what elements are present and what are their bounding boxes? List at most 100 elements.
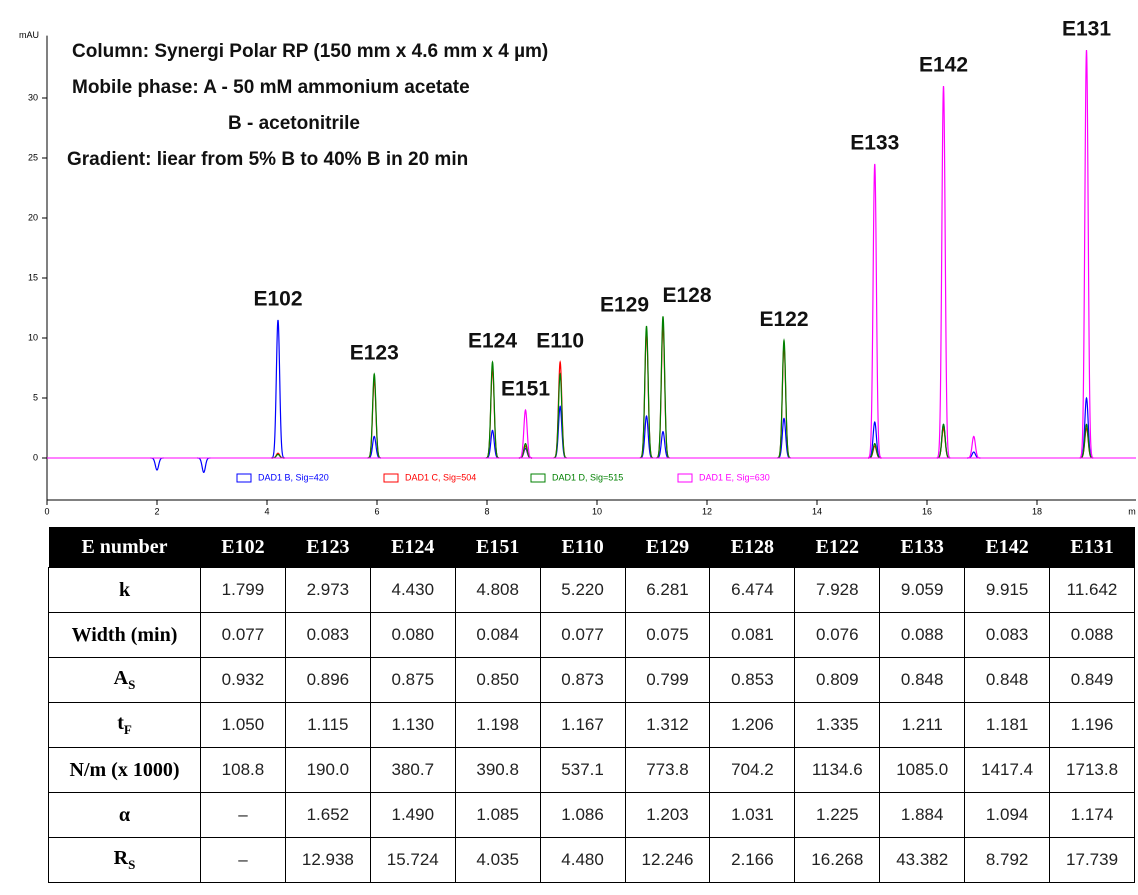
table-cell: 1.031 bbox=[709, 792, 796, 838]
table-cell: 4.808 bbox=[454, 567, 541, 613]
table-cell: 7.928 bbox=[794, 567, 881, 613]
table-cell: 9.059 bbox=[879, 567, 966, 613]
table-cell: 2.973 bbox=[284, 567, 371, 613]
legend-label: DAD1 C, Sig=504 bbox=[405, 472, 476, 482]
table-cell: 0.081 bbox=[709, 612, 796, 658]
peak-label: E122 bbox=[759, 308, 808, 331]
peak bbox=[967, 435, 981, 459]
table-cell: 108.8 bbox=[200, 747, 286, 793]
peak bbox=[553, 405, 567, 459]
header-cell: E102 bbox=[200, 527, 286, 568]
table-cell: 17.739 bbox=[1049, 837, 1135, 883]
header-cell: E133 bbox=[879, 527, 965, 568]
x-tick-label: 12 bbox=[702, 506, 712, 516]
table-cell: 0.853 bbox=[709, 657, 796, 703]
peak bbox=[150, 457, 164, 471]
peak-label: E133 bbox=[850, 132, 899, 155]
row-label-text: t bbox=[117, 712, 124, 734]
table-cell: 0.849 bbox=[1049, 657, 1135, 703]
table-cell: 2.166 bbox=[709, 837, 796, 883]
table-cell: 11.642 bbox=[1049, 567, 1135, 613]
results-table: E number E102 E123 E124 E151 E110 E129 E128 E122… bbox=[48, 527, 1135, 883]
peak bbox=[485, 366, 500, 459]
table-cell: 1.884 bbox=[879, 792, 966, 838]
y-tick-label: 15 bbox=[28, 272, 38, 282]
peak bbox=[367, 378, 381, 459]
table-cell: 1.652 bbox=[284, 792, 371, 838]
y-tick-label: 25 bbox=[28, 152, 38, 162]
table-row: AS 0.932 0.896 0.875 0.850 0.873 0.799 0.853 0.8… bbox=[48, 657, 1135, 703]
table-cell: 43.382 bbox=[879, 837, 966, 883]
table-cell: 773.8 bbox=[624, 747, 711, 793]
table-cell: 4.480 bbox=[539, 837, 626, 883]
header-row: E number E102 E123 E124 E151 E110 E129 E128 E122… bbox=[48, 527, 1135, 568]
peak bbox=[553, 372, 567, 459]
table-cell: 0.873 bbox=[539, 657, 626, 703]
note: Column: Synergi Polar RP (150 mm x 4.6 m… bbox=[72, 41, 548, 62]
x-tick-label: 14 bbox=[812, 506, 822, 516]
row-label: AS bbox=[48, 657, 201, 703]
table-cell: 1085.0 bbox=[879, 747, 966, 793]
peak bbox=[518, 408, 533, 459]
note: Gradient: liear from 5% B to 40% B in 20… bbox=[67, 149, 468, 170]
peak-label: E110 bbox=[536, 330, 584, 353]
table-cell: 0.799 bbox=[624, 657, 711, 703]
table-cell: 1.174 bbox=[1049, 792, 1135, 838]
x-tick-label: 10 bbox=[592, 506, 602, 516]
peak bbox=[1079, 49, 1094, 459]
table-cell: 0.809 bbox=[794, 657, 881, 703]
table-cell: 0.080 bbox=[369, 612, 456, 658]
header-cell: E123 bbox=[285, 527, 371, 568]
row-label-sub: S bbox=[128, 677, 136, 692]
table-cell: 6.281 bbox=[624, 567, 711, 613]
row-label: Width (min) bbox=[48, 612, 201, 658]
table-cell: 537.1 bbox=[539, 747, 626, 793]
table-cell: 0.083 bbox=[964, 612, 1051, 658]
peak bbox=[197, 457, 211, 474]
x-tick-label: 0 bbox=[44, 506, 49, 516]
y-tick-label: 30 bbox=[28, 92, 38, 102]
row-label-text: A bbox=[113, 667, 129, 689]
y-tick-label: 20 bbox=[28, 212, 38, 222]
peak bbox=[867, 163, 882, 459]
table-cell: 4.430 bbox=[369, 567, 456, 613]
header-cell: E131 bbox=[1049, 527, 1135, 568]
peak bbox=[777, 338, 791, 459]
table-cell: 8.792 bbox=[964, 837, 1051, 883]
table-cell: 12.246 bbox=[624, 837, 711, 883]
header-cell: E142 bbox=[964, 527, 1050, 568]
table-cell: 1134.6 bbox=[794, 747, 881, 793]
table-row: α –1.652 1.490 1.085 1.086 1.203 1.031 1.225 1.8… bbox=[48, 792, 1135, 838]
table-cell: 0.075 bbox=[624, 612, 711, 658]
table-cell: 1.181 bbox=[964, 702, 1051, 748]
table-cell: 4.035 bbox=[454, 837, 541, 883]
table-cell: 704.2 bbox=[709, 747, 796, 793]
peak bbox=[777, 344, 791, 459]
table-row: N/m (x 1000) 108.8 190.0 380.7 390.8 537.1 773… bbox=[48, 747, 1135, 793]
x-tick-label: 18 bbox=[1032, 506, 1042, 516]
chart: mAU 0 5 10 15 20 25 30 0 2 4 6 8 10 12 14 16 18 m Column: S… bbox=[19, 18, 1136, 516]
header-cell: E number bbox=[48, 527, 201, 568]
peak-label: E142 bbox=[919, 54, 968, 77]
legend-swatch bbox=[236, 473, 252, 483]
legend-swatch bbox=[383, 473, 399, 483]
x-tick-label: 4 bbox=[264, 506, 269, 516]
legend-label: DAD1 B, Sig=420 bbox=[258, 472, 329, 482]
row-label: α bbox=[48, 792, 201, 838]
row-label-text: α bbox=[118, 803, 131, 826]
row-label-text: R bbox=[113, 847, 129, 869]
header-cell: E151 bbox=[455, 527, 541, 568]
peak bbox=[1079, 423, 1094, 459]
peak bbox=[639, 331, 654, 459]
table-cell: 0.848 bbox=[964, 657, 1051, 703]
x-axis-label: m bbox=[1128, 506, 1136, 516]
table-cell: – bbox=[200, 792, 286, 838]
table-row: tF 1.050 1.115 1.130 1.198 1.167 1.312 1.206 1.3… bbox=[48, 702, 1135, 748]
peak-label: E102 bbox=[253, 288, 302, 311]
table-cell: 1.086 bbox=[539, 792, 626, 838]
table-cell: 1417.4 bbox=[964, 747, 1051, 793]
table-cell: 16.268 bbox=[794, 837, 881, 883]
peak-label: E128 bbox=[662, 284, 711, 307]
table-cell: 0.932 bbox=[200, 657, 286, 703]
table-cell: 0.077 bbox=[200, 612, 286, 658]
